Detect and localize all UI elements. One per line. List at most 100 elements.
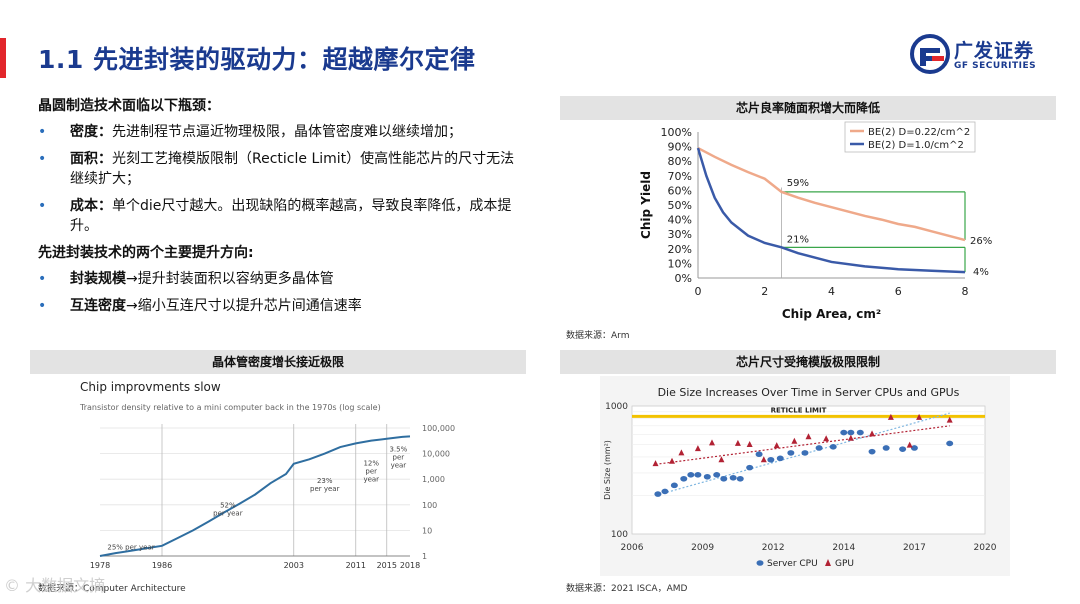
- y-tick-label: 60%: [668, 184, 692, 197]
- accent-bar: [0, 38, 6, 78]
- y-tick-label: 1,000: [422, 475, 445, 484]
- item-key: 面积：: [70, 151, 112, 167]
- era-label: 12%: [363, 459, 379, 467]
- reticle-limit-label: RETICLE LIMIT: [771, 406, 827, 414]
- x-tick-label: 2011: [346, 561, 366, 570]
- data-label: 59%: [787, 178, 809, 189]
- cpu-point: [856, 429, 864, 436]
- y-tick-label: 40%: [668, 214, 692, 227]
- item-text: 先进制程节点逼近物理极限，晶体管密度难以继续增加；: [112, 124, 462, 140]
- cpu-point: [847, 429, 855, 436]
- x-tick-label: 2003: [284, 561, 304, 570]
- cpu-point: [946, 440, 954, 447]
- x-tick-label: 8: [962, 285, 969, 298]
- gpu-point: [916, 413, 923, 420]
- y-tick-label: 20%: [668, 243, 692, 256]
- plot-area: [631, 405, 986, 535]
- legend-label: BE(2) D=0.22/cm^2: [868, 127, 970, 138]
- list-item: • 面积：光刻工艺掩模版限制（Recticle Limit）使高性能芯片的尺寸无法…: [38, 149, 528, 189]
- die-panel-title: 芯片尺寸受掩模版极限限制: [560, 350, 1056, 374]
- cpu-point: [713, 472, 721, 478]
- bullet-icon: •: [38, 298, 47, 314]
- y-axis-label: Chip Yield: [639, 171, 653, 239]
- legend-label: Server CPU: [767, 559, 818, 569]
- gpu-point: [734, 439, 741, 446]
- y-tick-label: 10,000: [422, 450, 450, 459]
- chart-background: [560, 120, 1056, 326]
- gpu-point: [823, 435, 830, 442]
- y-tick-label: 80%: [668, 155, 692, 168]
- gpu-point: [669, 457, 676, 464]
- y-tick-label: 50%: [668, 199, 692, 212]
- era-label: 3.5%: [389, 446, 407, 454]
- cpu-point: [654, 491, 662, 497]
- list-item: • 密度：先进制程节点逼近物理极限，晶体管密度难以继续增加；: [38, 122, 528, 142]
- x-tick-label: 2009: [691, 543, 714, 553]
- item-key: 成本：: [70, 198, 112, 214]
- bullet-icon: •: [38, 124, 47, 140]
- list-item: • 封装规模→提升封装面积以容纳更多晶体管: [38, 269, 528, 289]
- density-panel-title: 晶体管密度增长接近极限: [30, 350, 526, 374]
- x-tick-label: 2015: [377, 561, 397, 570]
- y-tick-label: 100: [611, 530, 628, 540]
- y-tick-label: 10: [422, 526, 432, 535]
- legend-box: [844, 121, 976, 153]
- x-tick-label: 2006: [621, 543, 644, 553]
- cpu-point: [787, 450, 795, 456]
- gpu-point: [946, 416, 953, 423]
- cpu-point: [661, 488, 669, 495]
- item-text: →提升封装面积以容纳更多晶体管: [126, 271, 334, 287]
- cpu-point: [776, 455, 784, 462]
- x-tick-label: 2017: [903, 543, 926, 553]
- density-source: 数据来源：Computer Architecture: [38, 584, 186, 594]
- x-tick-label: 4: [828, 285, 835, 298]
- gpu-point: [906, 441, 913, 448]
- item-key: 封装规模: [70, 271, 126, 287]
- yield-source: 数据来源：Arm: [566, 331, 630, 341]
- die-source: 数据来源：2021 ISCA，AMD: [566, 584, 688, 594]
- x-tick-label: 2: [761, 285, 768, 298]
- legend-label: GPU: [835, 559, 854, 569]
- legend-swatch: [825, 559, 831, 566]
- cpu-point: [736, 475, 744, 482]
- item-key: 密度：: [70, 124, 112, 140]
- cpu-point: [815, 445, 823, 451]
- x-tick-label: 2018: [400, 561, 420, 570]
- y-tick-label: 70%: [668, 170, 692, 183]
- era-label: year: [363, 475, 379, 483]
- y-tick-label: 100: [422, 501, 437, 510]
- yield-panel-title: 芯片良率随面积增大而降低: [560, 96, 1056, 120]
- gpu-point: [869, 430, 876, 437]
- density-line: [99, 435, 411, 557]
- cpu-point: [840, 429, 848, 436]
- density-chart: Chip improvments slow Transistor density …: [30, 376, 526, 576]
- cpu-point: [729, 474, 737, 481]
- era-label: per: [365, 467, 377, 475]
- item-key: 互连密度: [70, 298, 126, 314]
- x-tick-label: 1986: [152, 561, 172, 570]
- y-tick-label: 100,000: [422, 424, 455, 433]
- heading-directions: 先进封装技术的两个主要提升方向:: [38, 245, 254, 261]
- cpu-point: [899, 446, 907, 452]
- yield-chart: 0% 10%20% 30%40% 50% 60%70% 80%90% 100% 0 2 4 6 8 Ch…: [560, 120, 1056, 326]
- page-title: 1.1 先进封装的驱动力：超越摩尔定律: [38, 45, 476, 74]
- gpu-point: [773, 442, 780, 449]
- gpu-point: [694, 445, 701, 452]
- cpu-point: [687, 472, 695, 478]
- list-item: • 互连密度→缩小互连尺寸以提升芯片间通信速率: [38, 296, 528, 316]
- die-size-chart: Die Size Increases Over Time in Server C…: [600, 376, 1010, 576]
- era-label: year: [391, 462, 407, 470]
- y-tick-label: 10%: [668, 257, 692, 270]
- x-tick-label: 2020: [974, 543, 997, 553]
- item-text: 单个die尺寸越大。出现缺陷的概率越高，导致良率降低，成本提升。: [70, 198, 512, 234]
- gpu-point: [760, 456, 767, 463]
- gpu-point: [847, 434, 854, 441]
- legend-label: BE(2) D=1.0/cm^2: [868, 140, 964, 151]
- item-text: 光刻工艺掩模版限制（Recticle Limit）使高性能芯片的尺寸无法继续扩大…: [70, 151, 515, 187]
- cpu-point: [868, 448, 876, 455]
- data-label: 26%: [970, 236, 992, 247]
- gpu-point: [718, 456, 725, 463]
- cpu-point: [746, 464, 754, 471]
- era-label: 52%: [220, 501, 236, 509]
- x-tick-label: 1978: [90, 561, 110, 570]
